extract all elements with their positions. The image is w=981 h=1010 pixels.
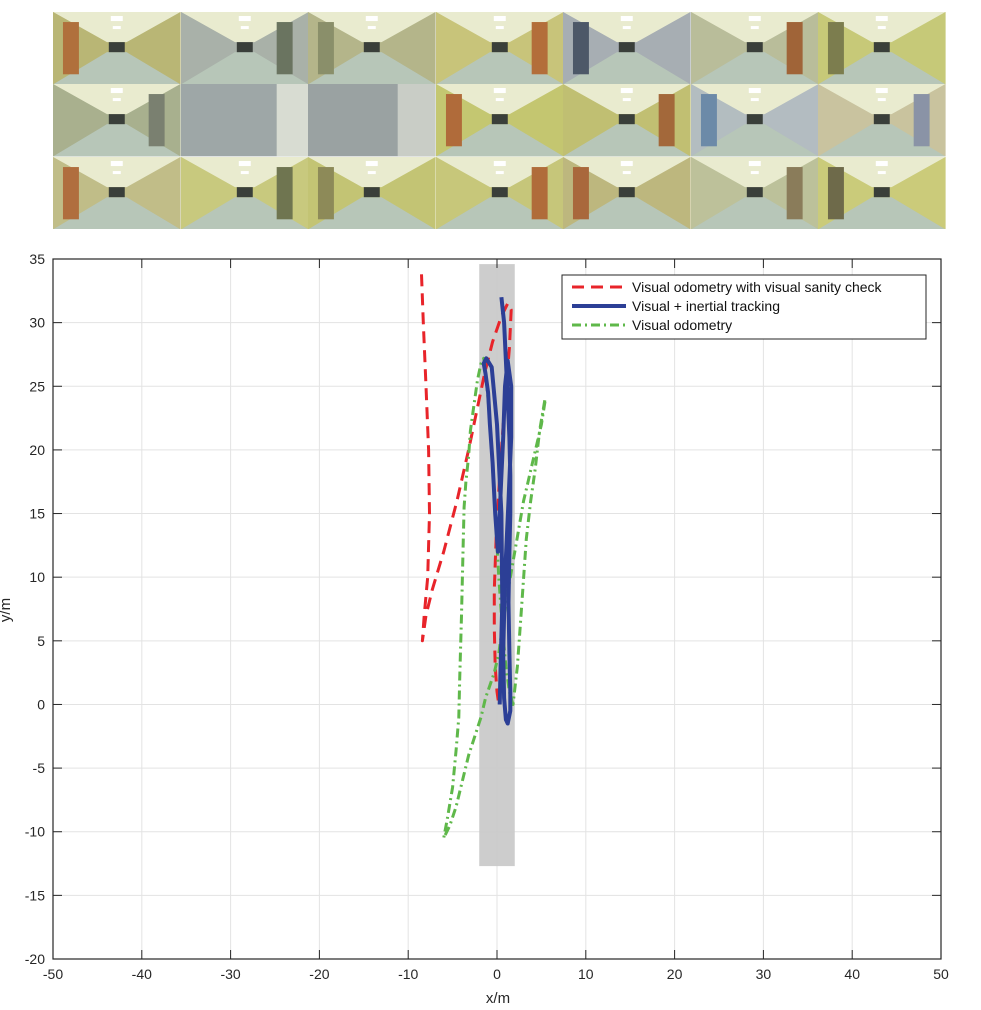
corridor-photo — [563, 12, 691, 85]
x-tick-label: -40 — [132, 966, 152, 982]
x-tick-label: -20 — [309, 966, 329, 982]
corridor-photo — [435, 12, 564, 85]
y-tick-label: -15 — [25, 887, 45, 903]
x-tick-label: -30 — [220, 966, 240, 982]
corridor-photo — [308, 12, 436, 85]
corridor-photo — [53, 156, 181, 229]
x-tick-label: 40 — [844, 966, 860, 982]
corridor-photo — [690, 12, 819, 85]
x-tick-label: 0 — [493, 966, 501, 982]
corridor-photo — [435, 84, 564, 157]
series-line-visual-odometry-with-visual-sanity-check — [420, 274, 513, 705]
legend: Visual odometry with visual sanity check… — [561, 274, 927, 340]
y-tick-label: 35 — [29, 251, 45, 267]
corridor-photo — [435, 156, 564, 229]
y-tick-label: 5 — [37, 633, 45, 649]
corridor-photo-strip — [53, 12, 946, 229]
y-tick-label: 15 — [29, 506, 45, 522]
y-tick-label: -5 — [33, 760, 46, 776]
corridor-photo — [563, 84, 691, 157]
x-tick-label: 10 — [578, 966, 594, 982]
corridor-photo — [563, 156, 691, 229]
corridor-photo — [180, 156, 309, 229]
corridor-photo — [53, 12, 181, 85]
y-tick-label: 10 — [29, 569, 45, 585]
corridor-photo — [180, 84, 309, 157]
corridor-photo — [180, 12, 309, 85]
corridor-photo — [308, 84, 436, 157]
tick-labels: -50 -40 -30 -20 -10 0 10 20 30 40 50-20-15-10-5051… — [25, 251, 949, 982]
x-axis-label: x/m — [486, 990, 510, 1007]
x-tick-label: 30 — [756, 966, 772, 982]
y-tick-label: 30 — [29, 315, 45, 331]
axes — [52, 258, 942, 960]
x-tick-label: -50 — [43, 966, 63, 982]
x-tick-label: 50 — [933, 966, 949, 982]
y-tick-label: -10 — [25, 824, 45, 840]
x-tick-label: 20 — [667, 966, 683, 982]
corridor-photo — [690, 84, 819, 157]
series-line-visual-inertial-tracking — [481, 296, 514, 726]
trajectory-chart: -50 -40 -30 -20 -10 0 10 20 30 40 50-20-15-10-5051… — [0, 251, 949, 1007]
legend-label: Visual odometry — [632, 317, 732, 333]
corridor-photo — [308, 156, 436, 229]
corridor-photo — [53, 84, 181, 157]
y-tick-label: 25 — [29, 378, 45, 394]
series-lines — [420, 274, 547, 840]
y-tick-label: 0 — [37, 696, 45, 712]
corridor-photo — [818, 12, 946, 85]
corridor-photo — [818, 156, 946, 229]
x-tick-label: -10 — [398, 966, 418, 982]
y-tick-label: 20 — [29, 442, 45, 458]
legend-label: Visual + inertial tracking — [632, 298, 780, 314]
corridor-photo — [690, 156, 819, 229]
y-axis-label: y/m — [0, 598, 14, 622]
corridor-photo — [818, 84, 946, 157]
y-tick-label: -20 — [25, 951, 45, 967]
legend-label: Visual odometry with visual sanity check — [632, 279, 883, 295]
